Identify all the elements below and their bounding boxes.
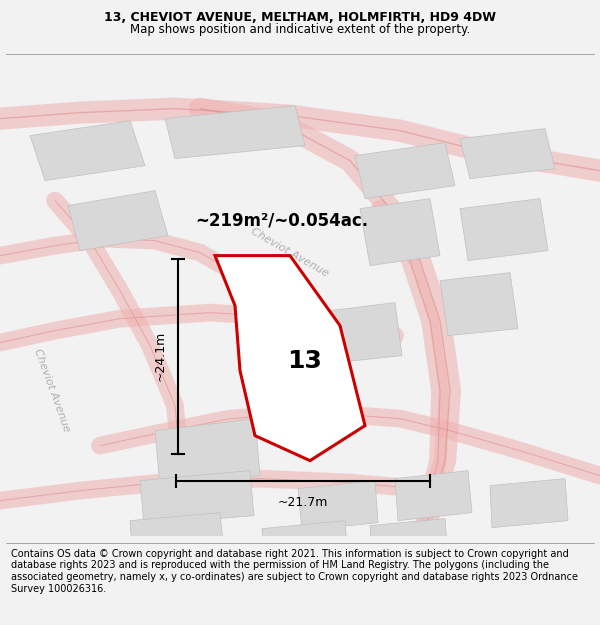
Polygon shape [262,521,348,569]
Text: Contains OS data © Crown copyright and database right 2021. This information is : Contains OS data © Crown copyright and d… [11,549,578,594]
Text: ~219m²/~0.054ac.: ~219m²/~0.054ac. [195,212,368,229]
Text: 13: 13 [287,349,322,372]
Text: ~21.7m: ~21.7m [278,496,328,509]
Polygon shape [68,191,168,251]
Polygon shape [460,129,555,179]
Text: ~24.1m: ~24.1m [154,331,167,381]
Polygon shape [30,121,145,181]
Polygon shape [360,199,440,266]
Text: 13, CHEVIOT AVENUE, MELTHAM, HOLMFIRTH, HD9 4DW: 13, CHEVIOT AVENUE, MELTHAM, HOLMFIRTH, … [104,11,496,24]
Text: Cheviot Avenue: Cheviot Avenue [32,348,72,434]
Polygon shape [298,481,378,531]
Polygon shape [490,479,568,528]
Polygon shape [130,512,224,561]
Polygon shape [440,272,518,336]
Polygon shape [460,199,548,261]
Polygon shape [165,106,305,159]
Text: Map shows position and indicative extent of the property.: Map shows position and indicative extent… [130,22,470,36]
Polygon shape [330,302,402,362]
Text: Cheviot Avenue: Cheviot Avenue [250,226,331,279]
Polygon shape [215,256,365,461]
Polygon shape [370,519,448,566]
Polygon shape [395,471,472,521]
Polygon shape [355,142,455,199]
Polygon shape [155,419,260,486]
Polygon shape [140,471,254,524]
